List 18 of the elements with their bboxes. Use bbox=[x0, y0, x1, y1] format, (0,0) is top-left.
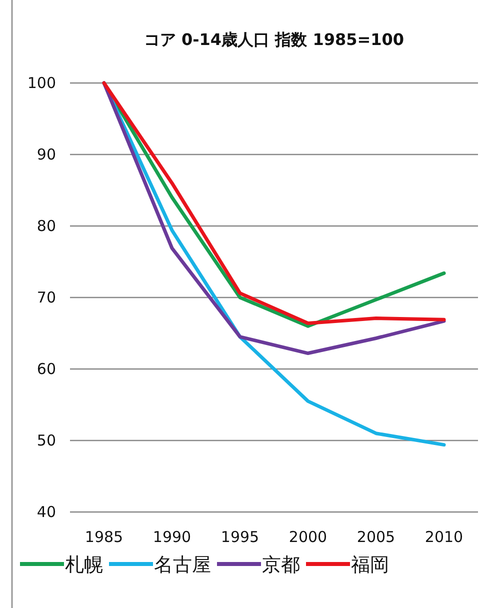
y-tick-label: 60 bbox=[36, 360, 56, 378]
y-tick-label: 80 bbox=[36, 217, 56, 235]
x-tick-label: 2010 bbox=[424, 528, 464, 546]
x-tick-label: 2005 bbox=[356, 528, 396, 546]
x-tick-label: 2000 bbox=[288, 528, 328, 546]
y-tick-label: 100 bbox=[27, 74, 56, 92]
x-tick-label: 1985 bbox=[84, 528, 124, 546]
y-tick-label: 40 bbox=[36, 503, 56, 521]
legend-label: 名古屋 bbox=[154, 554, 211, 576]
legend-label: 福岡 bbox=[351, 554, 389, 576]
y-tick-label: 70 bbox=[36, 288, 56, 306]
x-tick-label: 1995 bbox=[220, 528, 260, 546]
chart-title: コア 0-14歳人口 指数 1985=100 bbox=[144, 30, 404, 49]
y-tick-label: 50 bbox=[36, 432, 56, 450]
legend-label: 札幌 bbox=[65, 554, 103, 576]
x-tick-label: 1990 bbox=[152, 528, 192, 546]
y-tick-label: 90 bbox=[36, 146, 56, 164]
legend-label: 京都 bbox=[262, 554, 300, 576]
